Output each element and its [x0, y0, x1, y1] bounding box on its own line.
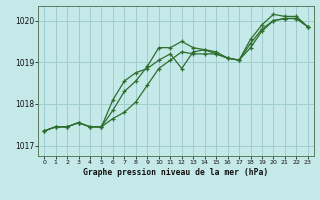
X-axis label: Graphe pression niveau de la mer (hPa): Graphe pression niveau de la mer (hPa) — [84, 168, 268, 177]
